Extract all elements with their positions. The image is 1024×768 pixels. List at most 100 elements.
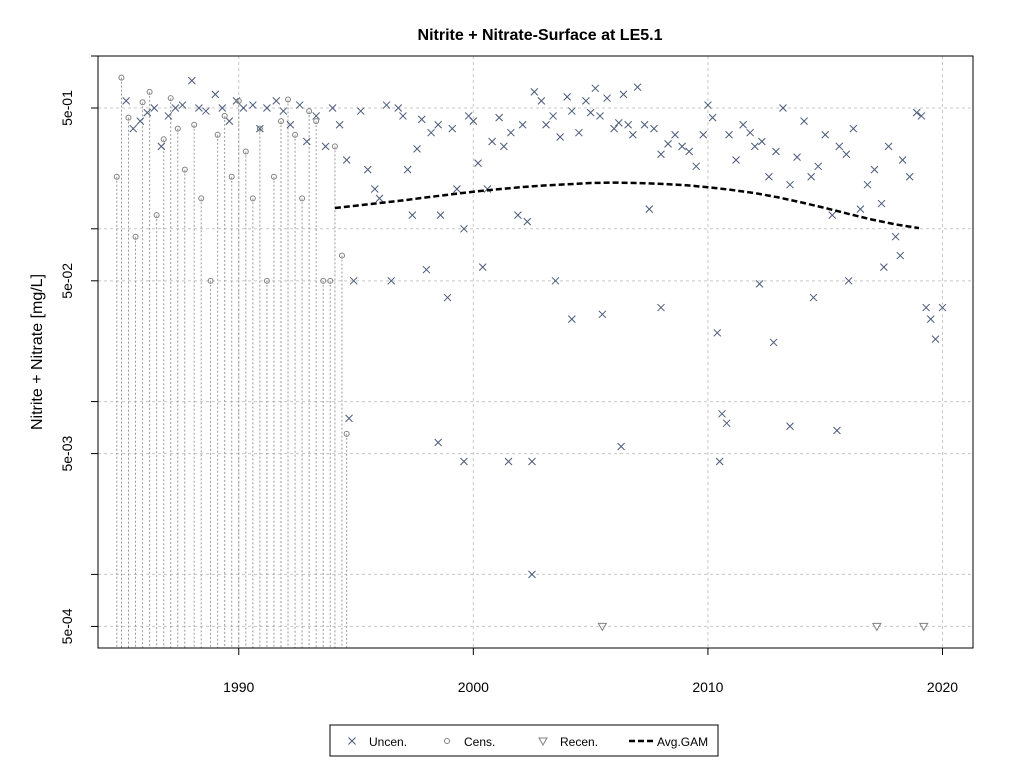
uncensored-point (143, 108, 152, 117)
legend-recensored-icon (538, 737, 548, 747)
uncensored-point (896, 251, 905, 260)
uncensored-point (448, 124, 457, 133)
uncensored-point (828, 211, 837, 219)
uncensored-point (582, 97, 590, 105)
uncensored-point (793, 153, 801, 161)
uncensored-point (499, 142, 508, 151)
uncensored-point (835, 142, 844, 151)
uncensored-point (715, 457, 724, 466)
censored-point (221, 112, 228, 119)
uncensored-point (671, 130, 679, 139)
censored-point (343, 430, 350, 437)
uncensored-point (427, 128, 435, 137)
censored-point (338, 252, 345, 259)
recensored-point (871, 622, 882, 632)
uncensored-point (370, 185, 379, 193)
legend-label: Recen. (560, 735, 598, 749)
uncensored-point (328, 104, 337, 112)
uncensored-point (422, 265, 431, 274)
uncensored-point (750, 142, 759, 151)
uncensored-point (568, 315, 576, 324)
uncensored-point (286, 120, 295, 129)
uncensored-point (863, 180, 872, 189)
legend-uncensored-icon (348, 737, 356, 745)
uncensored-point (807, 172, 815, 181)
x-tick-label: 1990 (223, 679, 254, 695)
censored-point (277, 118, 284, 125)
grid-lines (98, 55, 973, 648)
uncensored-point (746, 128, 754, 137)
uncensored-point (460, 224, 468, 233)
uncensored-point (713, 328, 722, 337)
uncensored-point (382, 101, 391, 109)
gam-trend-line (334, 181, 920, 230)
uncensored-point (195, 104, 203, 112)
uncensored-point (129, 124, 138, 133)
legend-item: Cens. (444, 735, 495, 749)
uncensored-point (657, 150, 665, 159)
uncensored-point (312, 112, 321, 120)
censored-point (198, 195, 205, 202)
uncensored-point (586, 108, 595, 117)
uncensored-point (263, 104, 271, 112)
censored-point (263, 277, 270, 284)
uncensored-point (718, 409, 726, 418)
uncensored-point (504, 457, 513, 466)
uncensored-point (518, 120, 527, 129)
uncensored-point (218, 104, 227, 112)
uncensored-point (800, 117, 808, 125)
uncensored-point (356, 107, 365, 115)
uncensored-point (814, 162, 823, 171)
uncensored-point (619, 90, 628, 99)
legend-item: Recen. (538, 735, 598, 749)
y-axis-label: Nitrite + Nitrate [mg/L] (29, 274, 46, 430)
uncensored-point (122, 97, 131, 105)
plot-frame (97, 55, 974, 649)
uncensored-point (692, 162, 701, 171)
uncensored-point (279, 107, 288, 115)
uncensored-point (755, 280, 764, 288)
censored-point (320, 277, 327, 284)
uncensored-point (657, 303, 665, 312)
legend-censored-icon (444, 738, 450, 744)
uncensored-point (664, 140, 672, 148)
uncensored-point (335, 120, 344, 129)
uncensored-point (758, 137, 766, 146)
censored-point (113, 173, 120, 180)
data-points (113, 74, 947, 632)
uncensored-point (685, 147, 694, 156)
uncensored-point (413, 145, 421, 153)
censored-point (228, 173, 235, 180)
censored-point (167, 95, 174, 102)
censored-point (181, 166, 188, 173)
uncensored-point (528, 457, 536, 466)
uncensored-point (922, 303, 930, 312)
uncensored-point (769, 338, 778, 347)
uncensored-point (779, 104, 787, 112)
uncensored-point (187, 76, 196, 85)
uncensored-point (399, 112, 407, 120)
legend-box (329, 724, 719, 757)
uncensored-point (469, 117, 478, 125)
uncensored-point (434, 438, 443, 447)
uncensored-point (931, 335, 940, 343)
uncensored-point (157, 142, 166, 151)
uncensored-point (417, 115, 426, 124)
y-tick-label: 5e-04 (59, 608, 75, 644)
legend-label: Cens. (464, 735, 495, 749)
uncensored-point (178, 101, 187, 109)
uncensored-point (650, 124, 658, 133)
uncensored-point (342, 156, 351, 164)
x-tick-label: 2020 (927, 679, 958, 695)
uncensored-point (507, 128, 515, 137)
y-axis: 5e-04 5e-03 5e-02 5e-01 (59, 55, 98, 644)
x-tick-label: 2000 (458, 679, 489, 695)
y-tick-label: 5e-01 (59, 90, 75, 126)
uncensored-point (349, 276, 358, 285)
censored-point (160, 136, 167, 143)
uncensored-point (844, 276, 853, 285)
uncensored-point (272, 97, 281, 105)
uncensored-point (725, 130, 733, 139)
uncensored-point (478, 263, 487, 271)
uncensored-point (708, 113, 717, 122)
